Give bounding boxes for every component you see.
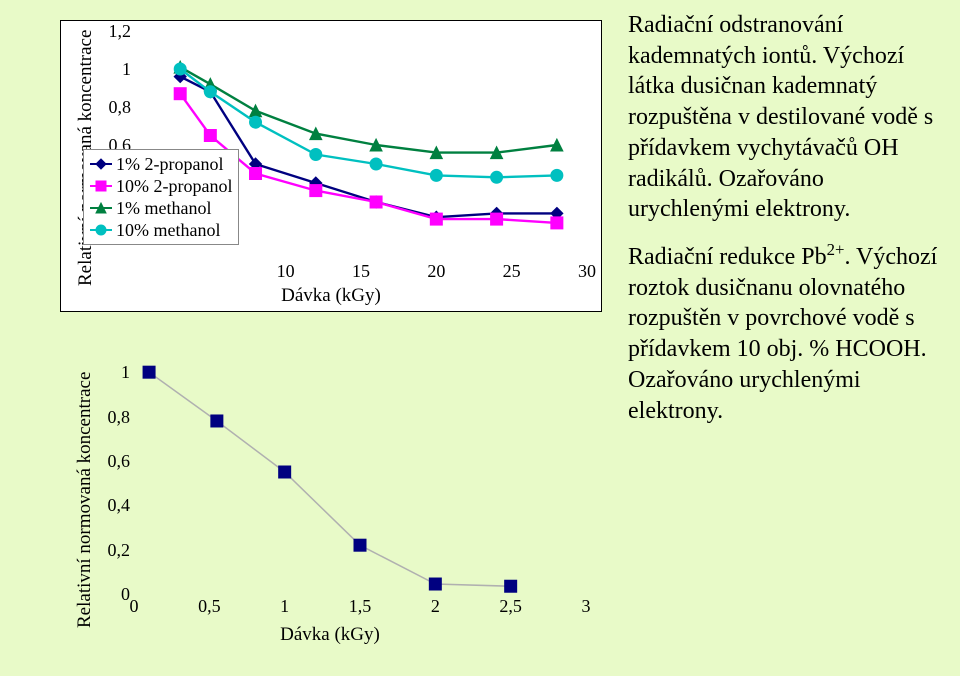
legend-row: 10% 2-propanol [90, 175, 232, 197]
ytick: 0,2 [94, 540, 130, 561]
ytick: 0,4 [94, 495, 130, 516]
xtick: 1,5 [349, 596, 372, 617]
para-2-sup: 2+ [827, 240, 845, 259]
xtick: 15 [352, 261, 370, 282]
top-chart-xlabel: Dávka (kGy) [281, 285, 381, 307]
xtick: 10 [277, 261, 295, 282]
xtick: 2 [431, 596, 440, 617]
legend-label: 10% 2-propanol [116, 176, 232, 197]
top-chart-legend: 1% 2-propanol10% 2-propanol1% methanol10… [83, 149, 239, 245]
ytick: 0,6 [94, 451, 130, 472]
para-2b: . Výchozí roztok dusičnanu olovnatého ro… [628, 244, 937, 424]
ytick: 1 [94, 362, 130, 383]
legend-label: 1% methanol [116, 198, 211, 219]
xtick: 25 [503, 261, 521, 282]
bottom-chart: Relativní normovaná koncentrace 0 0,2 0,4 0… [60, 340, 600, 650]
legend-label: 10% methanol [116, 220, 220, 241]
legend-label: 1% 2-propanol [116, 154, 223, 175]
bottom-chart-ylabel: Relativní normovaná koncentrace [74, 372, 96, 628]
bottom-chart-svg [134, 350, 586, 594]
xtick: 0,5 [198, 596, 221, 617]
xtick: 0 [130, 596, 139, 617]
top-chart: Relativní normovaná koncentrace 0,60,811… [60, 20, 602, 312]
ytick: 0,8 [95, 97, 131, 118]
xtick: 2,5 [499, 596, 522, 617]
xtick: 20 [427, 261, 445, 282]
para-2: Radiační redukce Pb2+. Výchozí roztok du… [628, 239, 948, 426]
ytick: 1 [95, 59, 131, 80]
legend-row: 10% methanol [90, 219, 232, 241]
ytick: 1,2 [95, 21, 131, 42]
ytick: 0 [94, 584, 130, 605]
legend-row: 1% methanol [90, 197, 232, 219]
ytick: 0,8 [94, 407, 130, 428]
para-2a: Radiační redukce Pb [628, 244, 827, 270]
text-column: Radiační odstranování kademnatých iontů.… [628, 10, 948, 440]
xtick: 3 [582, 596, 591, 617]
xtick: 1 [280, 596, 289, 617]
xtick: 30 [578, 261, 596, 282]
para-1: Radiační odstranování kademnatých iontů.… [628, 10, 948, 225]
bottom-chart-xlabel: Dávka (kGy) [280, 624, 380, 646]
legend-row: 1% 2-propanol [90, 153, 232, 175]
